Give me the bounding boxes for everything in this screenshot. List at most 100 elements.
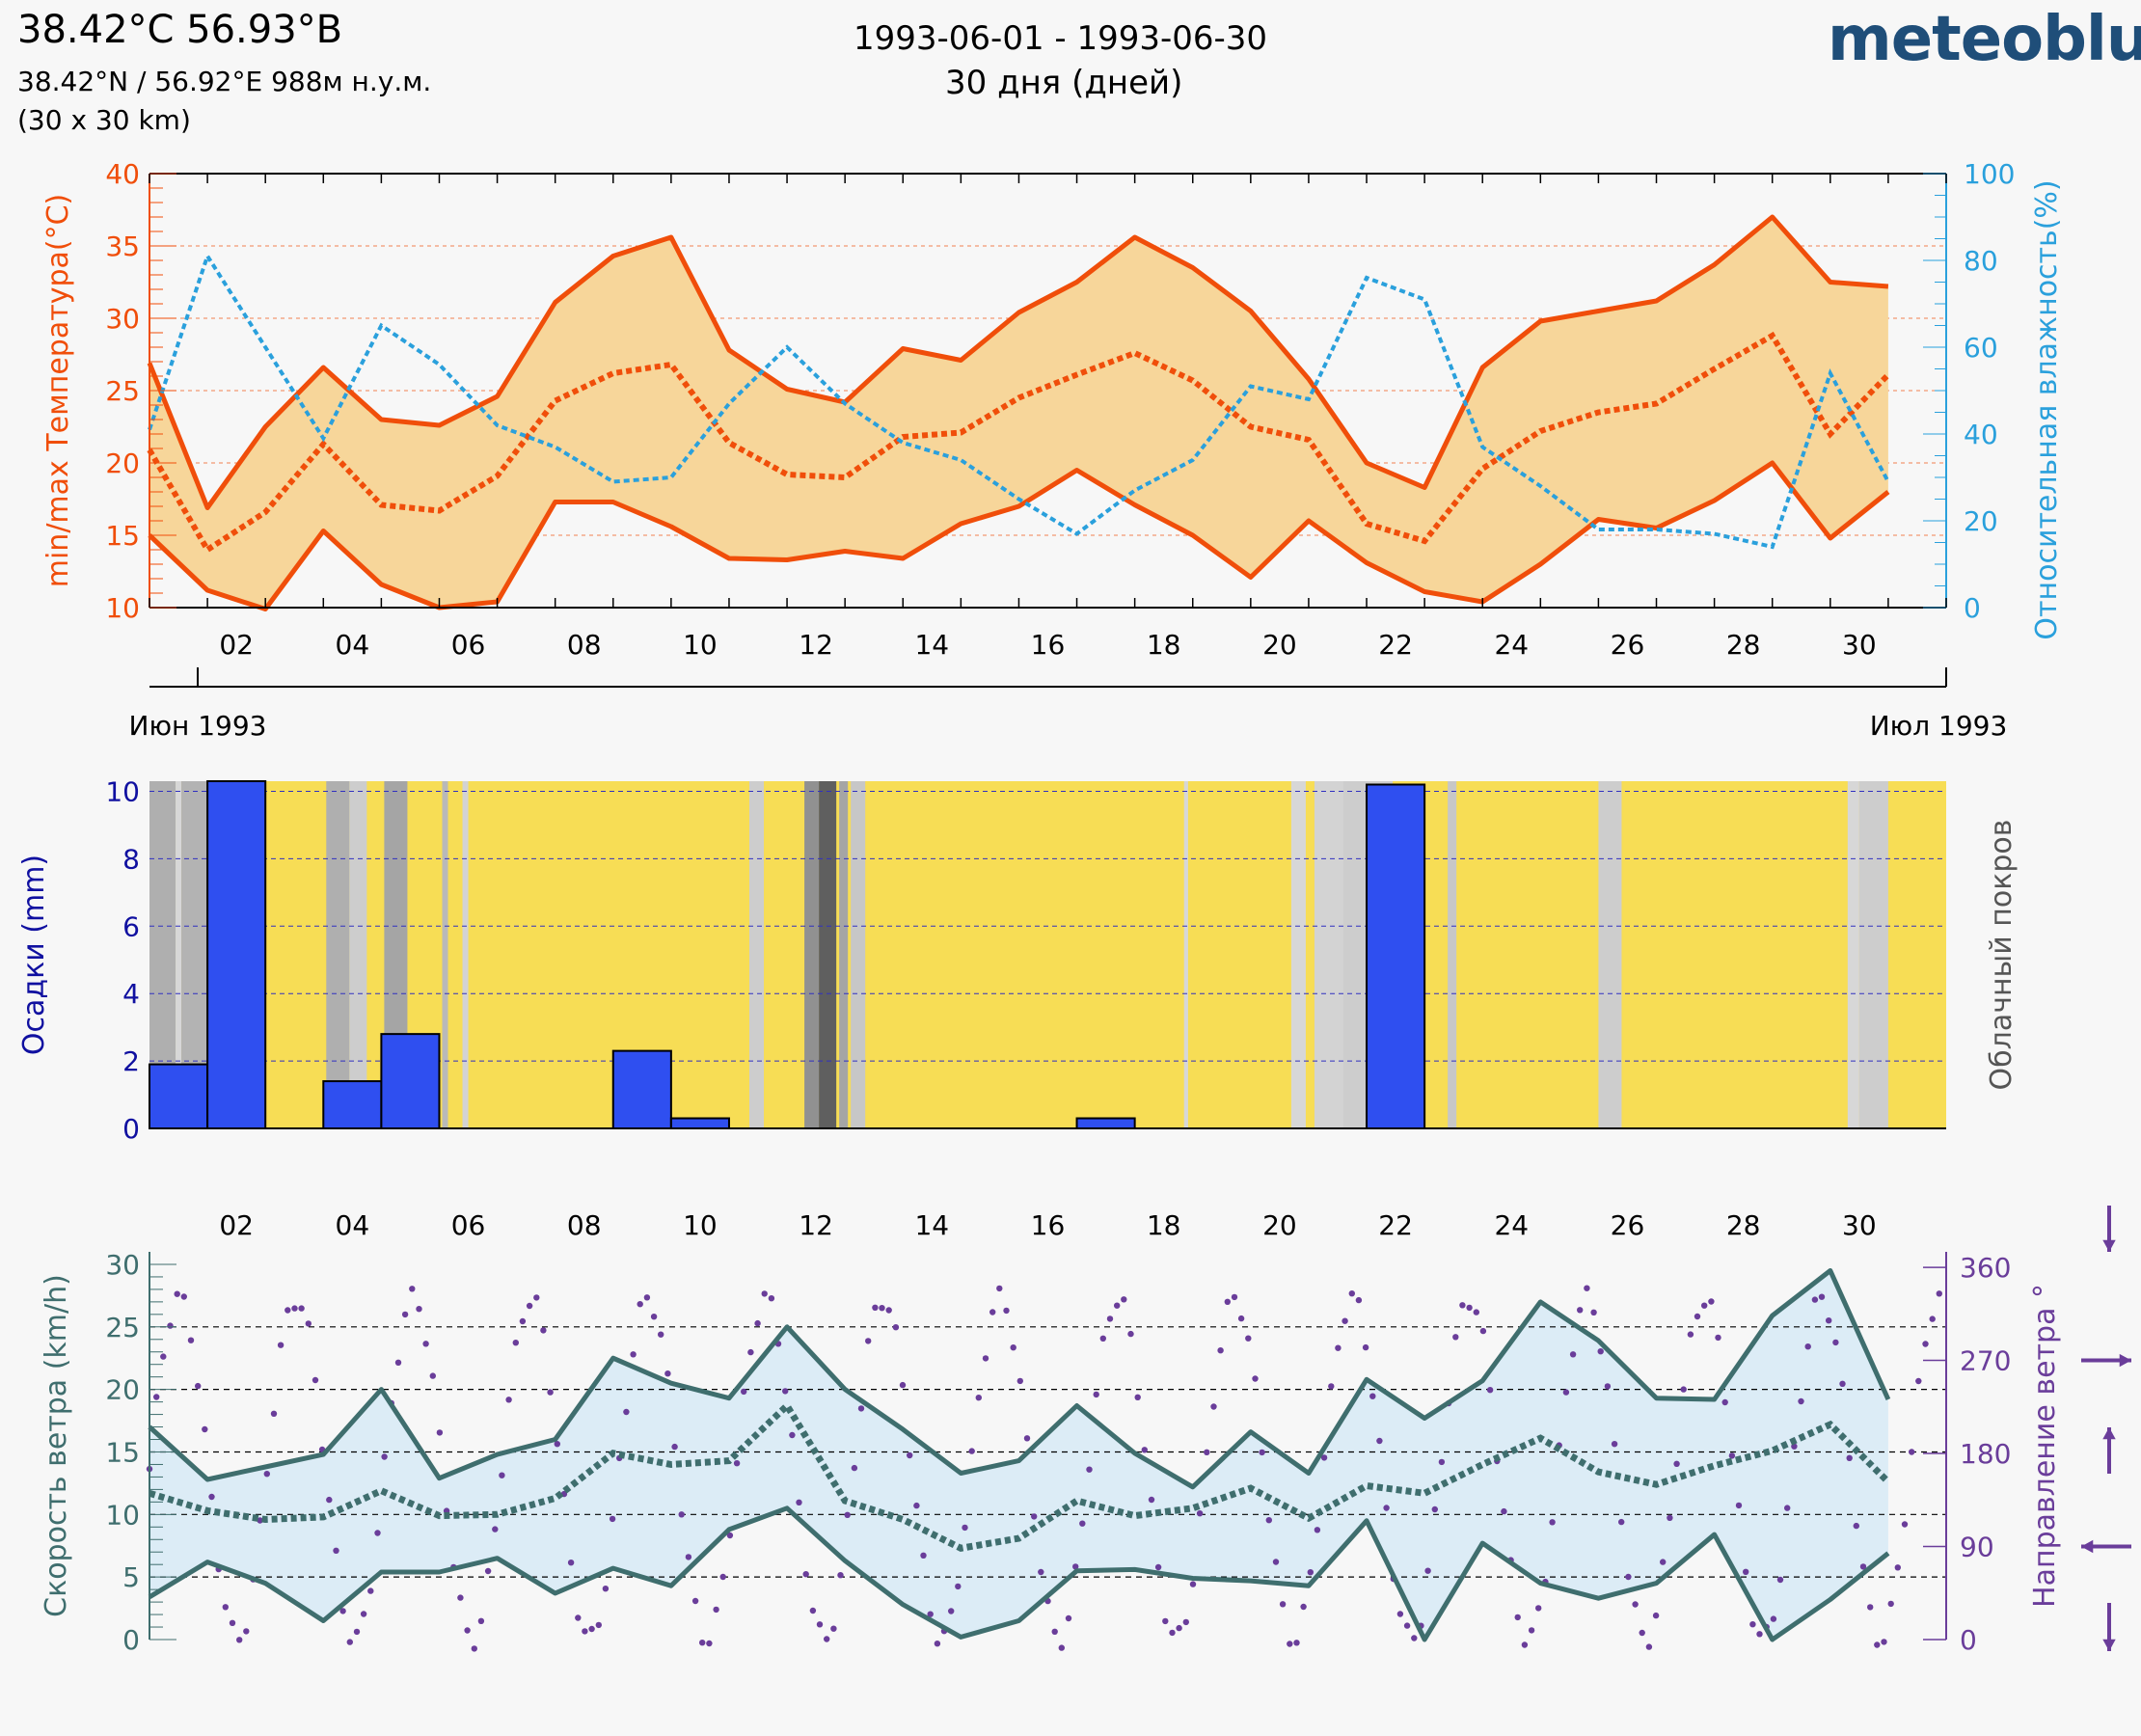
temp-range-fill — [149, 217, 1888, 610]
wind-direction-point — [879, 1305, 885, 1312]
wind-direction-point — [851, 1464, 858, 1472]
wind-direction-point — [1176, 1624, 1182, 1632]
wind-x-tick-label: 16 — [1031, 1209, 1066, 1241]
wind-direction-point — [229, 1619, 236, 1627]
wind-tick-label: 0 — [122, 1624, 140, 1656]
wind-direction-point — [754, 1319, 761, 1327]
wind-direction-point — [782, 1388, 789, 1395]
wind-direction-point — [872, 1304, 879, 1312]
wind-direction-point — [519, 1317, 527, 1325]
temp-x-tick-label: 10 — [683, 629, 718, 661]
wind-tick-label: 5 — [122, 1561, 140, 1593]
wind-direction-point — [1694, 1313, 1701, 1320]
wind-direction-point — [1901, 1521, 1909, 1528]
wind-direction-point — [367, 1587, 374, 1594]
cloud-cover-band — [1183, 781, 1188, 1128]
wind-direction-point — [1749, 1621, 1756, 1628]
wind-direction-point — [1514, 1614, 1521, 1621]
wind-direction-point — [1335, 1344, 1342, 1351]
temp-x-tick-label: 02 — [219, 629, 254, 661]
arrow-south-head — [2102, 1239, 2116, 1252]
wind-direction-point — [824, 1636, 830, 1642]
wind-direction-point — [1265, 1517, 1273, 1524]
precip-bar — [206, 780, 267, 1129]
wind-direction-point — [1804, 1343, 1811, 1350]
temp-tick-label: 30 — [105, 303, 140, 335]
temp-x-tick-label: 30 — [1842, 629, 1877, 661]
wind-direction-point — [1929, 1316, 1936, 1322]
direction-tick-label: 270 — [1960, 1345, 2011, 1377]
wind-x-tick-label: 02 — [219, 1209, 254, 1241]
wind-mean-line — [148, 1399, 1891, 1552]
wind-direction-point — [277, 1342, 285, 1348]
temp-tick-label: 40 — [105, 158, 140, 190]
wind-direction-point — [547, 1389, 554, 1396]
wind-direction-point — [1383, 1505, 1390, 1511]
wind-direction-point — [1756, 1631, 1763, 1638]
wind-direction-point — [996, 1285, 1003, 1292]
wind-direction-point — [1549, 1519, 1556, 1526]
wind-direction-point — [1611, 1441, 1618, 1448]
wind-axis-title: Скорость ветра (km/h) — [40, 1274, 73, 1617]
humidity-tick-label: 0 — [1964, 592, 1981, 624]
wind-direction-point — [298, 1305, 305, 1312]
cloud-cover-band — [462, 781, 469, 1128]
wind-direction-point — [1584, 1285, 1590, 1291]
wind-x-tick-label: 22 — [1378, 1209, 1413, 1241]
wind-direction-point — [1452, 1334, 1459, 1341]
wind-direction-point — [733, 1460, 741, 1467]
arrow-south-bottom-head — [2102, 1639, 2116, 1651]
temp-mean-line — [147, 331, 1891, 555]
wind-direction-point — [630, 1351, 637, 1358]
wind-direction-point — [1708, 1298, 1715, 1305]
wind-direction-point — [1148, 1496, 1155, 1504]
wind-direction-point — [1590, 1309, 1597, 1316]
cloud-cover-band — [1290, 781, 1306, 1128]
cloud-cover-band — [1847, 781, 1859, 1128]
wind-direction-point — [1604, 1383, 1612, 1390]
wind-direction-point — [582, 1628, 588, 1635]
wind-direction-point — [1134, 1394, 1141, 1401]
wind-direction-point — [1798, 1397, 1804, 1405]
wind-direction-point — [962, 1524, 968, 1532]
resolution: (30 x 30 km) — [17, 104, 191, 136]
wind-direction-point — [339, 1608, 346, 1614]
wind-direction-point — [1307, 1569, 1314, 1576]
wind-direction-point — [1867, 1604, 1874, 1611]
precip-tick-label: 8 — [122, 843, 140, 875]
wind-direction-point — [409, 1286, 416, 1292]
cloud-cover-band — [326, 781, 350, 1128]
wind-direction-point — [167, 1322, 174, 1329]
temp-x-tick-label: 18 — [1147, 629, 1181, 661]
humidity-tick-label: 80 — [1964, 245, 1998, 277]
wind-direction-point — [913, 1502, 920, 1509]
humidity-tick-label: 60 — [1964, 332, 1998, 364]
wind-tick-label: 25 — [105, 1312, 140, 1343]
wind-direction-point — [1279, 1601, 1287, 1608]
wind-tick-label: 30 — [105, 1249, 140, 1281]
cloud-axis-title: Облачный покров — [1985, 820, 2019, 1091]
direction-axis-title: Направление ветра ° — [2028, 1284, 2062, 1608]
wind-direction-point — [346, 1639, 353, 1645]
date-range: 1993-06-01 - 1993-06-30 — [854, 19, 1268, 58]
wind-direction-point — [492, 1526, 499, 1533]
wind-direction-point — [575, 1614, 582, 1621]
wind-direction-point — [678, 1511, 685, 1518]
cloud-cover-band — [1598, 781, 1622, 1128]
wind-direction-point — [699, 1640, 706, 1646]
temperature-chart: 10 15 20 25 30 35 40 0 20 40 60 80 100 02 04 06 08 10 12 14… — [41, 158, 2064, 742]
wind-direction-point — [1217, 1347, 1224, 1354]
cloud-cover-band — [442, 781, 448, 1128]
wind-direction-point — [1839, 1380, 1846, 1388]
wind-direction-point — [243, 1628, 250, 1635]
wind-direction-point — [1342, 1317, 1348, 1324]
wind-direction-point — [899, 1381, 907, 1389]
precip-bar — [669, 1117, 730, 1129]
wind-direction-point — [1072, 1563, 1079, 1570]
wind-range-fill — [149, 1270, 1888, 1640]
wind-direction-point — [602, 1586, 610, 1592]
wind-direction-point — [664, 1370, 671, 1377]
temp-x-tick-label: 08 — [567, 629, 602, 661]
wind-direction-point — [650, 1314, 658, 1320]
cloud-cover-bg — [149, 781, 1946, 1128]
